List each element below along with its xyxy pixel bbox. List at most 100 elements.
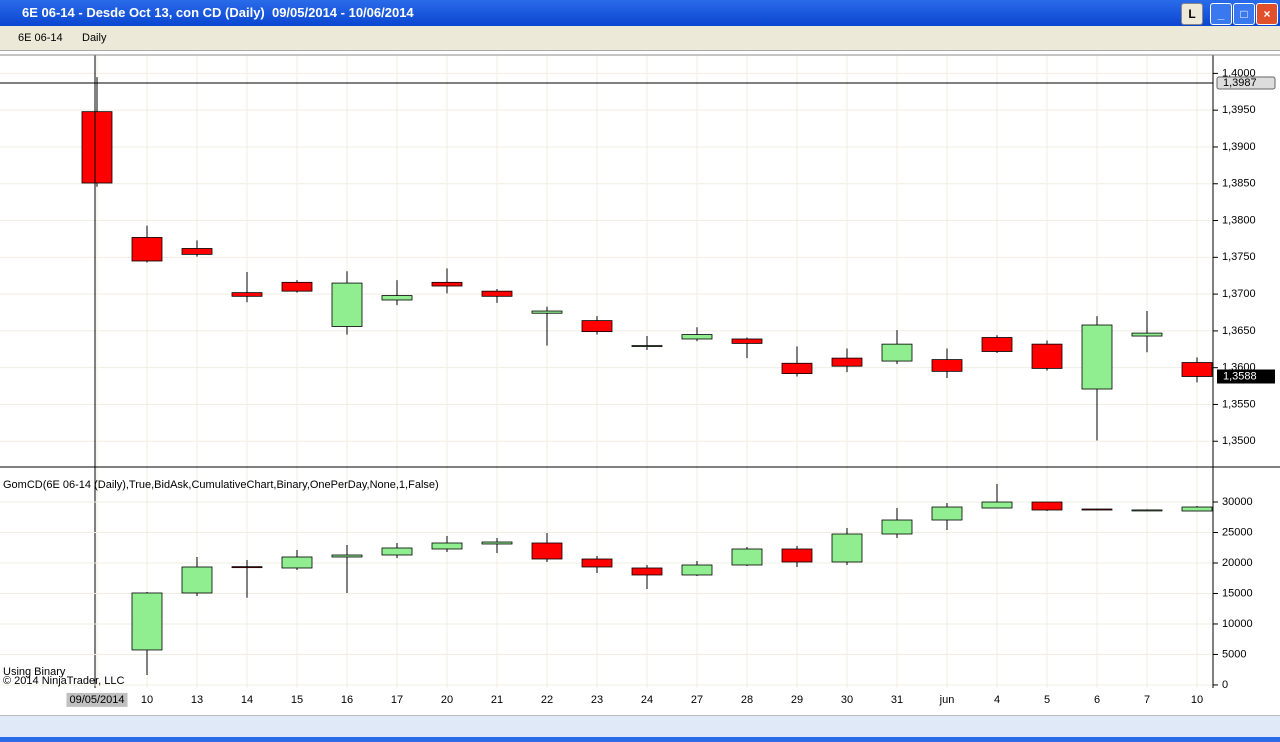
candle-body	[431, 281, 463, 287]
title-bar: 6E 06-14 - Desde Oct 13, con CD (Daily) …	[0, 0, 1280, 26]
candle-body	[181, 248, 213, 255]
interval-selector[interactable]: Daily	[82, 32, 107, 44]
candle-body	[681, 564, 713, 576]
last-price-label: 1,3588	[1223, 370, 1257, 382]
candle-body	[931, 506, 963, 521]
x-label-highlight	[66, 692, 128, 707]
y-tick-label: 1,3950	[1222, 104, 1256, 116]
x-tick-label: 16	[341, 694, 353, 706]
x-tick-label: 7	[1144, 694, 1150, 706]
x-tick-label: 29	[791, 694, 803, 706]
x-tick-label: 24	[641, 694, 653, 706]
candle-body	[231, 566, 263, 569]
x-tick-label: 4	[994, 694, 1000, 706]
window-title: 6E 06-14 - Desde Oct 13, con CD (Daily) …	[22, 5, 414, 20]
candle-body	[181, 566, 213, 594]
indicator-title: GomCD(6E 06-14 (Daily),True,BidAsk,Cumul…	[3, 479, 439, 491]
y-tick-label: 20000	[1222, 557, 1253, 569]
candle-body	[931, 359, 963, 372]
x-tick-label: 31	[891, 694, 903, 706]
crosshair-label: 1,3987	[1223, 77, 1257, 89]
candle-body	[1081, 324, 1113, 390]
candle-body	[881, 343, 913, 362]
candle-body	[381, 295, 413, 301]
candle-body	[881, 519, 913, 535]
y-tick-label: 1,3750	[1222, 251, 1256, 263]
candle-body	[281, 281, 313, 292]
candle-body	[231, 292, 263, 297]
link-button[interactable]: L	[1181, 3, 1203, 25]
candle-body	[1181, 362, 1213, 377]
y-tick-label: 1,3650	[1222, 325, 1256, 337]
y-tick-label: 1,3900	[1222, 141, 1256, 153]
maximize-button[interactable]: □	[1233, 3, 1255, 25]
x-tick-label: 10	[1191, 694, 1203, 706]
candle-body	[381, 547, 413, 556]
candle-body	[281, 556, 313, 569]
candle-body	[131, 592, 163, 651]
y-tick-label: 10000	[1222, 618, 1253, 630]
candle-body	[81, 111, 113, 184]
y-tick-label: 0	[1222, 679, 1228, 691]
candle-body	[131, 237, 163, 262]
close-button[interactable]: ×	[1256, 3, 1278, 25]
x-tick-label: 13	[191, 694, 203, 706]
toolbar: 6E 06-14 Daily	[0, 26, 1280, 51]
candle-body	[1181, 506, 1213, 512]
candle-body	[731, 548, 763, 566]
candle-body	[981, 337, 1013, 352]
candle-body	[981, 501, 1013, 509]
y-tick-label: 1,3700	[1222, 288, 1256, 300]
candle-body	[481, 541, 513, 545]
x-tick-label: 6	[1094, 694, 1100, 706]
candle-body	[731, 338, 763, 344]
y-tick-label: 30000	[1222, 496, 1253, 508]
candle-body	[1031, 343, 1063, 369]
x-tick-label: 17	[391, 694, 403, 706]
candle-body	[631, 345, 663, 348]
y-tick-label: 25000	[1222, 526, 1253, 538]
candle-body	[831, 533, 863, 563]
x-tick-label: 22	[541, 694, 553, 706]
x-tick-label: 30	[841, 694, 853, 706]
y-tick-label: 5000	[1222, 648, 1246, 660]
candle-body	[331, 554, 363, 558]
y-tick-label: 1,3550	[1222, 398, 1256, 410]
x-tick-label: 27	[691, 694, 703, 706]
y-tick-label: 1,3800	[1222, 214, 1256, 226]
candle-body	[1081, 508, 1113, 511]
candle-body	[431, 542, 463, 550]
candle-body	[1131, 332, 1163, 337]
candle-body	[331, 282, 363, 327]
last-price-box	[1217, 369, 1275, 384]
chart-area: 09/05/2014 10 13 14 15 16 17 20 21 22 23 24 27 28 29 30…	[0, 54, 1280, 707]
instrument-selector[interactable]: 6E 06-14	[18, 32, 63, 44]
x-tick-label: 09/05/2014	[69, 694, 124, 706]
candle-body	[1131, 509, 1163, 512]
footer-line1: Using Binary	[3, 666, 66, 678]
taskbar	[0, 737, 1280, 742]
candle-body	[1031, 501, 1063, 511]
x-tick-label: 21	[491, 694, 503, 706]
x-tick-label: 10	[141, 694, 153, 706]
candle-body	[831, 357, 863, 367]
x-tick-label: jun	[939, 694, 955, 706]
minimize-button[interactable]: _	[1210, 3, 1232, 25]
y-tick-label: 1,3500	[1222, 435, 1256, 447]
x-tick-label: 23	[591, 694, 603, 706]
y-tick-label: 15000	[1222, 587, 1253, 599]
candle-body	[581, 558, 613, 568]
candle-body	[531, 542, 563, 560]
candle-body	[681, 334, 713, 340]
crosshair-label-box	[1216, 76, 1276, 90]
y-tick-label: 1,3850	[1222, 178, 1256, 190]
candle-body	[581, 320, 613, 333]
footer-line2: © 2014 NinjaTrader, LLC	[3, 675, 124, 687]
x-tick-label: 5	[1044, 694, 1050, 706]
candle-body	[481, 290, 513, 297]
x-tick-label: 20	[441, 694, 453, 706]
x-tick-label: 14	[241, 694, 253, 706]
y-tick-label: 1,4000	[1222, 67, 1256, 79]
scrollbar[interactable]	[0, 715, 1280, 738]
